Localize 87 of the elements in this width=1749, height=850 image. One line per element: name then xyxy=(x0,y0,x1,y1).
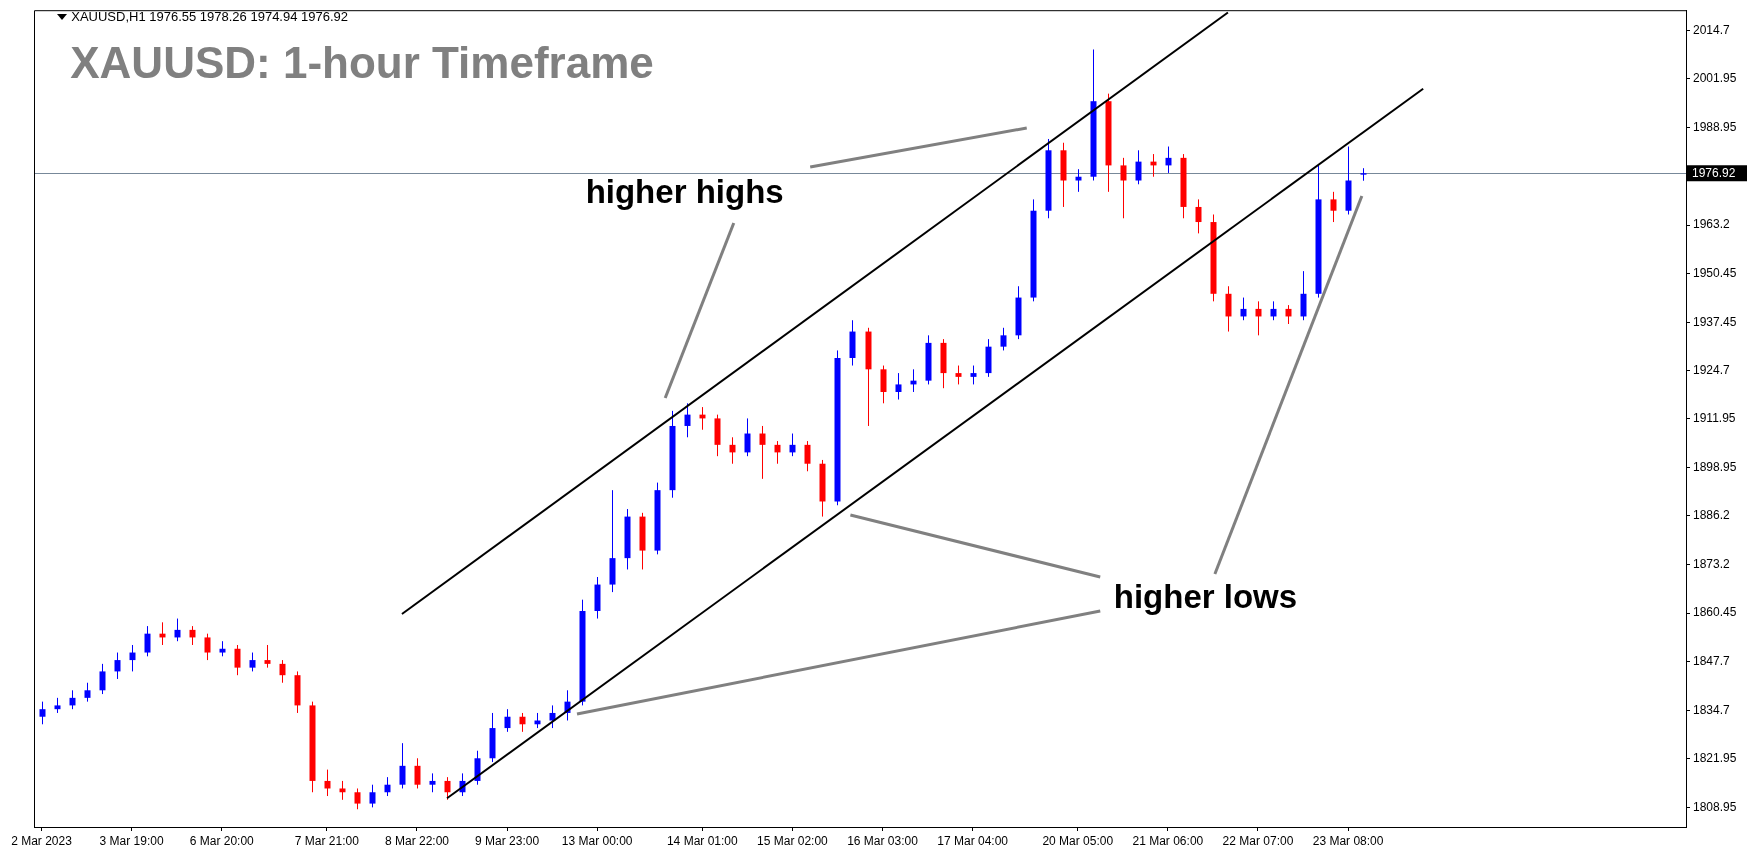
y-tick-label: 2001.95 xyxy=(1693,71,1737,86)
candlestick xyxy=(204,633,211,661)
candlestick xyxy=(189,625,196,646)
candlestick xyxy=(474,750,481,786)
candlestick xyxy=(99,663,106,695)
candlestick xyxy=(39,701,46,725)
candlestick xyxy=(1195,198,1202,234)
candlestick xyxy=(1120,157,1127,219)
candlestick xyxy=(444,776,451,801)
x-tick-label: 8 Mar 22:00 xyxy=(384,833,450,848)
candlestick xyxy=(684,402,691,438)
candlestick xyxy=(1270,300,1277,321)
candlestick xyxy=(880,365,887,404)
candlestick xyxy=(369,784,376,808)
y-tick-label: 1834.7 xyxy=(1693,702,1731,717)
candlestick xyxy=(504,708,511,733)
candlestick xyxy=(970,365,977,385)
candlestick xyxy=(429,772,436,793)
y-tick-label: 1860.45 xyxy=(1693,605,1737,620)
x-tick-label: 2 Mar 2023 xyxy=(11,833,73,848)
x-tick-label: 15 Mar 02:00 xyxy=(757,833,829,848)
y-tick-label: 1873.2 xyxy=(1693,557,1731,572)
y-tick-label: 1821.95 xyxy=(1693,750,1737,765)
candlestick xyxy=(1255,300,1262,336)
candlestick xyxy=(114,652,121,680)
y-tick-label: 1808.95 xyxy=(1693,799,1737,814)
candlestick xyxy=(399,742,406,789)
ref-line-label: 1976.92 xyxy=(1692,165,1736,180)
y-tick-label: 1963.2 xyxy=(1693,217,1731,232)
candlestick xyxy=(895,372,902,401)
x-tick-label: 17 Mar 04:00 xyxy=(937,833,1009,848)
candlestick xyxy=(729,436,736,465)
candlestick xyxy=(1285,304,1292,325)
candlestick xyxy=(774,440,781,465)
y-tick-label: 1988.95 xyxy=(1693,120,1737,135)
candlestick xyxy=(1165,146,1172,174)
annotation: higher highs xyxy=(585,173,784,211)
candlestick xyxy=(1240,297,1247,321)
y-tick-label: 1886.2 xyxy=(1693,508,1731,523)
candlestick xyxy=(84,682,91,703)
x-tick-label: 20 Mar 05:00 xyxy=(1042,833,1114,848)
x-tick-label: 23 Mar 08:00 xyxy=(1312,833,1384,848)
candlestick xyxy=(1300,270,1307,321)
y-tick-label: 2014.7 xyxy=(1693,22,1731,37)
x-tick-label: 14 Mar 01:00 xyxy=(666,833,738,848)
candlestick xyxy=(1330,191,1337,223)
x-tick-label: 21 Mar 06:00 xyxy=(1132,833,1204,848)
x-tick-label: 13 Mar 00:00 xyxy=(561,833,633,848)
x-tick-label: 22 Mar 07:00 xyxy=(1222,833,1294,848)
annotation: XAUUSD,H1 1976.55 1978.26 1974.94 1976.92 xyxy=(71,9,349,24)
candlestick xyxy=(69,689,76,710)
candlestick xyxy=(744,417,751,457)
candlestick xyxy=(384,776,391,797)
candlestick xyxy=(1075,168,1082,193)
candlestick xyxy=(339,780,346,801)
x-tick-label: 6 Mar 20:00 xyxy=(189,833,255,848)
candlestick xyxy=(324,769,331,797)
candlestick xyxy=(1225,285,1232,333)
candlestick xyxy=(789,433,796,457)
candlestick xyxy=(354,787,361,810)
candlestick xyxy=(759,425,766,480)
y-tick-label: 1950.45 xyxy=(1693,265,1737,280)
x-tick-label: 16 Mar 03:00 xyxy=(847,833,919,848)
candlestick xyxy=(249,652,256,672)
candlestick xyxy=(279,659,286,684)
y-tick-label: 1847.7 xyxy=(1693,653,1731,668)
x-tick-label: 3 Mar 19:00 xyxy=(99,833,164,848)
text: XAUUSD: 1-hour Timeframe xyxy=(70,38,654,88)
candlestick xyxy=(804,440,811,472)
y-tick-label: 1937.45 xyxy=(1693,314,1737,329)
y-tick-label: 1911.95 xyxy=(1693,410,1736,425)
candlestick xyxy=(1135,149,1142,185)
candlestick xyxy=(129,644,136,672)
candlestick xyxy=(955,365,962,385)
candlestick xyxy=(234,644,241,676)
candlestick xyxy=(144,625,151,657)
y-tick-label: 1898.95 xyxy=(1693,460,1737,474)
candlestick xyxy=(549,704,556,729)
y-tick-label: 1924.7 xyxy=(1693,362,1731,377)
annotation: higher lows xyxy=(1113,578,1298,616)
candlestick xyxy=(414,757,421,789)
x-tick-label: 9 Mar 23:00 xyxy=(475,833,540,848)
candlestick xyxy=(264,644,271,669)
x-tick-label: 7 Mar 21:00 xyxy=(294,833,360,848)
candlestick xyxy=(519,712,526,733)
candlestick xyxy=(174,618,181,642)
candlestick xyxy=(1000,327,1007,351)
